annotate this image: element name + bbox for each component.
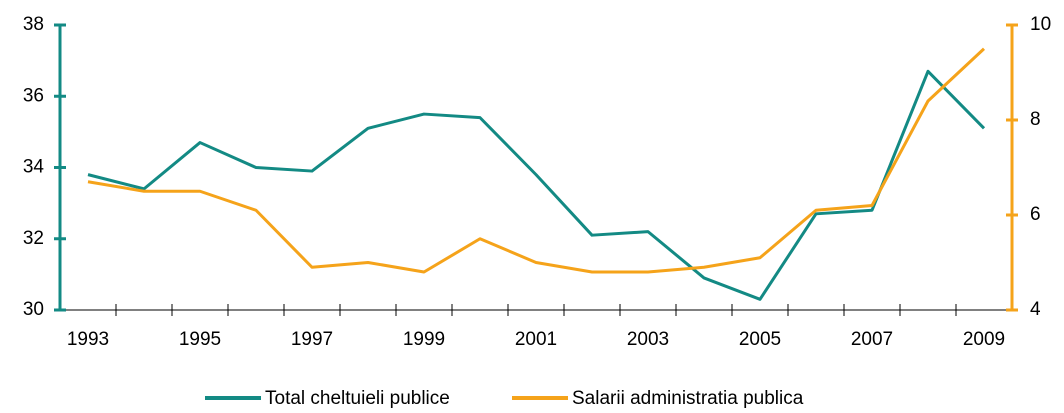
x-tick-label: 1993 — [67, 329, 109, 350]
x-tick-label: 2005 — [739, 329, 781, 350]
x-tick-label: 1997 — [291, 329, 333, 350]
x-tick-label: 1999 — [403, 329, 445, 350]
y-tick-label: 32 — [23, 228, 44, 249]
x-tick-label: 2001 — [515, 329, 557, 350]
y-tick-label: 38 — [23, 14, 44, 35]
x-tick-label: 2009 — [963, 329, 1005, 350]
y-tick-label: 34 — [23, 157, 45, 178]
y-tick-label: 30 — [23, 299, 44, 320]
series-line — [87, 69, 986, 301]
x-tick-label: 2007 — [851, 329, 893, 350]
y2-tick-label: 10 — [1030, 14, 1051, 35]
y2-tick-label: 8 — [1030, 109, 1041, 130]
y-tick-label: 36 — [23, 85, 44, 106]
legend-label: Total cheltuieli publice — [265, 388, 450, 409]
y2-tick-label: 6 — [1030, 204, 1041, 225]
x-tick-label: 2003 — [627, 329, 669, 350]
legend-label: Salarii administratia publica — [572, 388, 804, 409]
y2-tick-label: 4 — [1030, 299, 1041, 320]
series-line — [87, 47, 986, 274]
x-tick-label: 1995 — [179, 329, 221, 350]
